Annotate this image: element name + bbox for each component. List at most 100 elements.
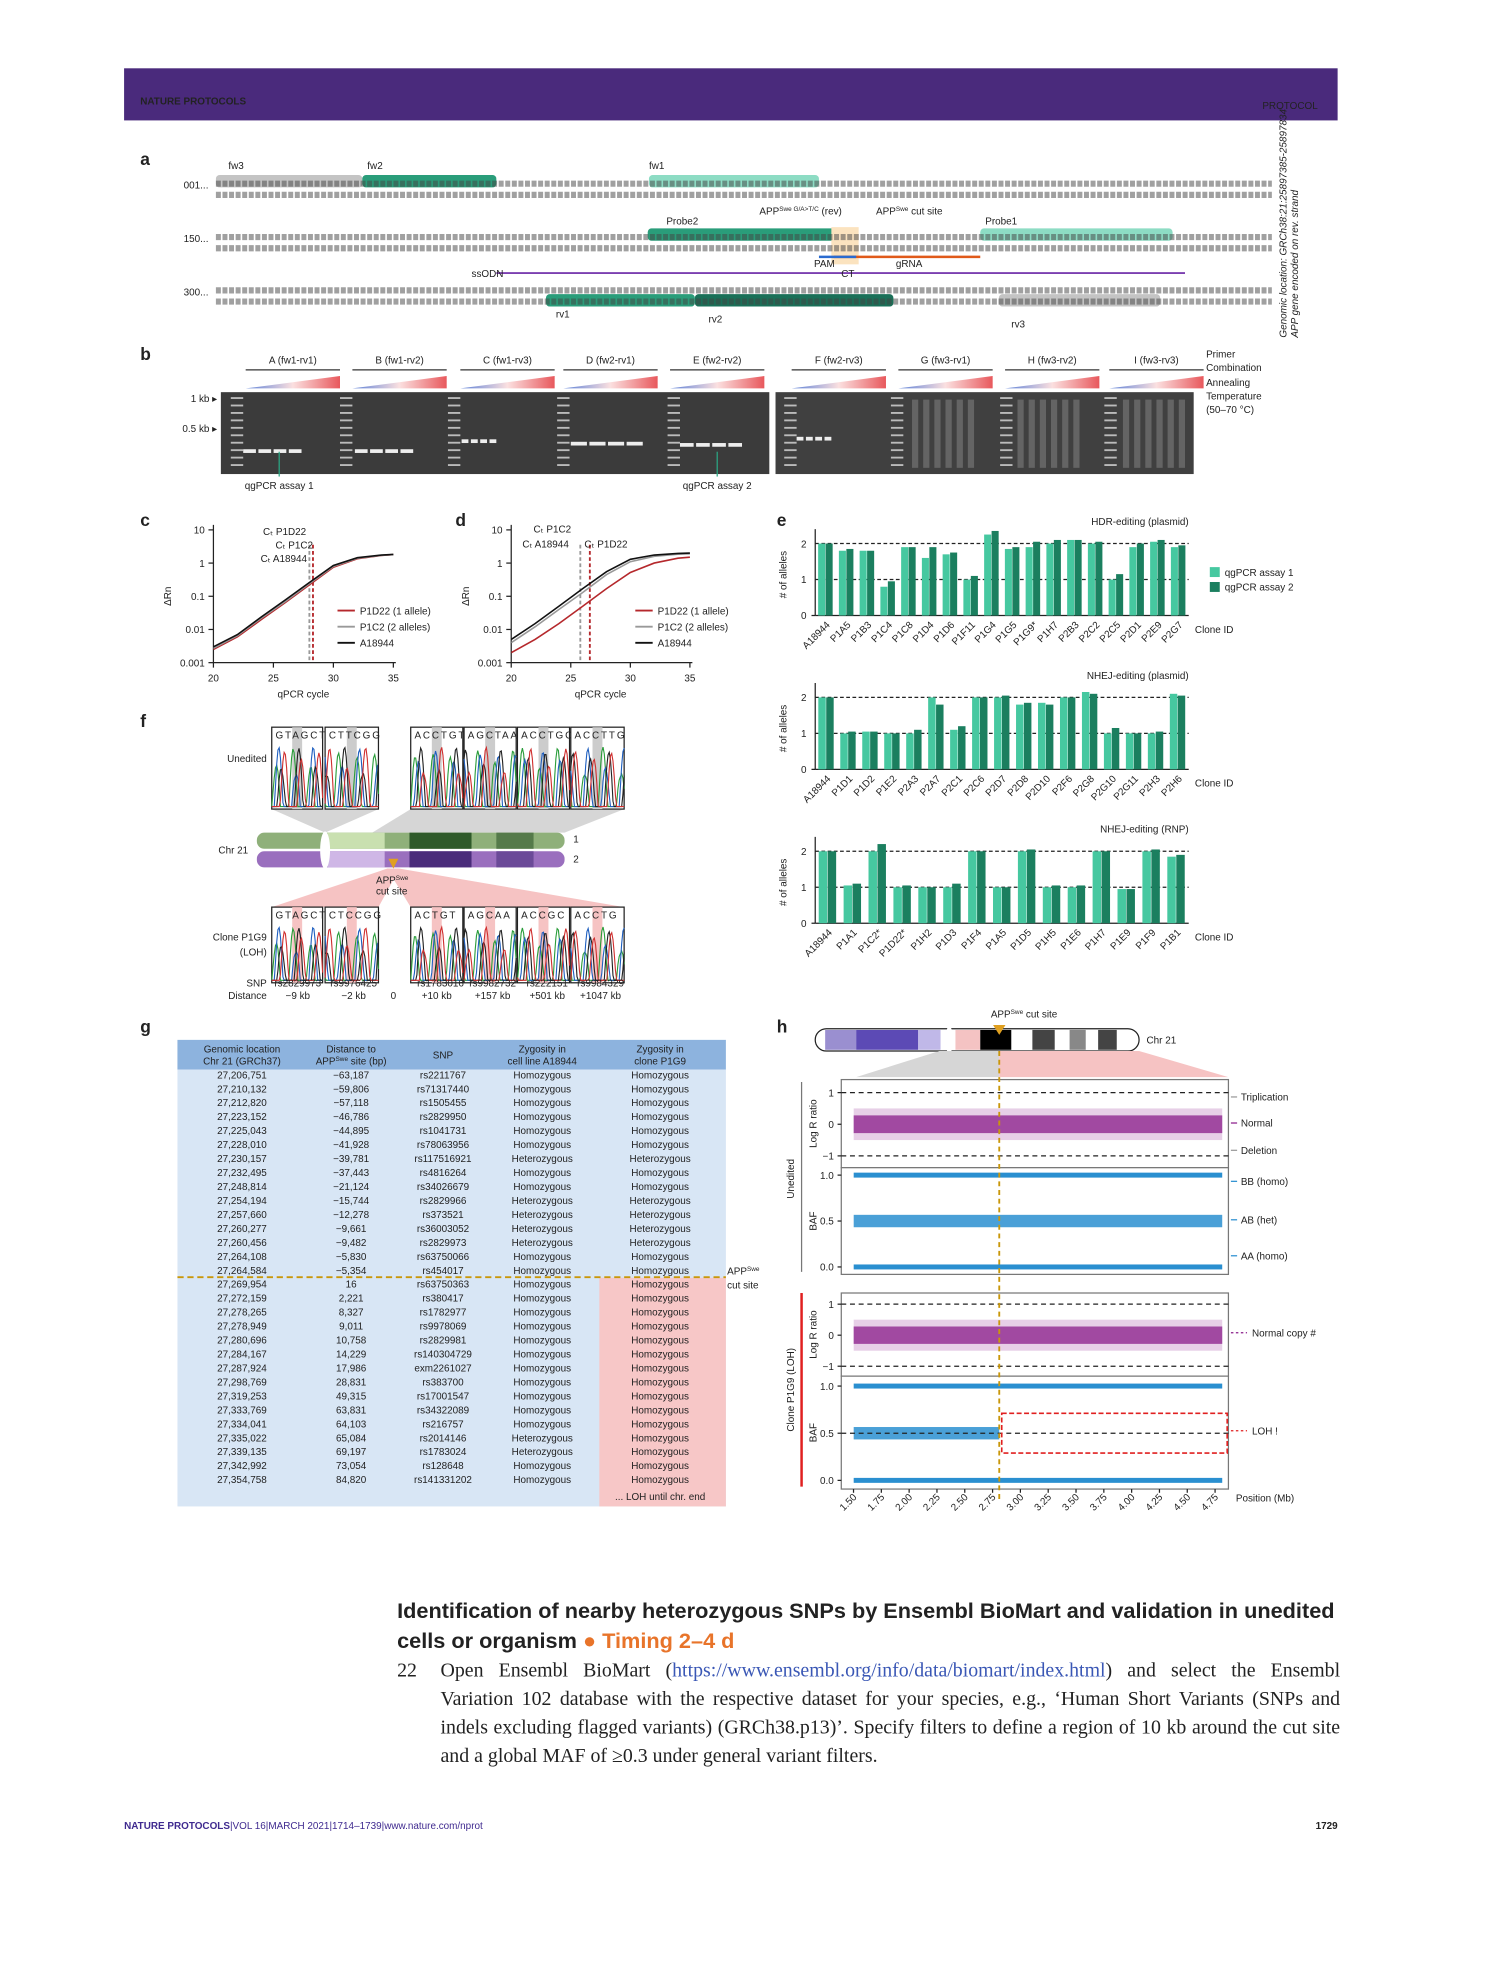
y-tick-label: 1 bbox=[828, 1300, 834, 1311]
table-cell: rs383700 bbox=[422, 1377, 464, 1388]
base-calls: GTAGCT bbox=[275, 910, 327, 921]
rev-primer-label-sup: Swe G/A>T/C bbox=[779, 206, 819, 213]
bar bbox=[880, 586, 888, 616]
y-tick-label: 1 bbox=[801, 575, 807, 586]
timing-icon: ● bbox=[582, 1628, 597, 1653]
table-cell: 27,230,157 bbox=[217, 1154, 267, 1165]
bar bbox=[942, 554, 950, 616]
lane-label: I (fw3-rv3) bbox=[1134, 356, 1179, 367]
lane-label: D (fw2-rv1) bbox=[586, 356, 635, 367]
legend-label: BB (homo) bbox=[1241, 1177, 1288, 1188]
table-cell: Homozygous bbox=[631, 1140, 689, 1151]
table-header-cell: APPSwe site (bp) bbox=[316, 1056, 387, 1068]
table-cell: Homozygous bbox=[513, 1266, 571, 1277]
x-tick-label: P1E6 bbox=[1059, 927, 1084, 952]
ladder-band bbox=[890, 404, 904, 407]
zoom-cone bbox=[387, 868, 625, 908]
base-calls: AGCTAA bbox=[468, 730, 519, 741]
snp-id: rs9976425 bbox=[330, 979, 377, 990]
ladder-band bbox=[1104, 419, 1117, 422]
table-cell: rs2211767 bbox=[420, 1070, 467, 1081]
x-tick-label: P1D3 bbox=[934, 927, 960, 953]
y-tick-label: 0 bbox=[801, 611, 807, 622]
x-tick-label: 4.00 bbox=[1116, 1492, 1138, 1514]
ladder-band bbox=[339, 426, 353, 429]
ladder-band bbox=[1104, 464, 1117, 466]
snp-highlight bbox=[592, 907, 603, 983]
assay-label: qgPCR assay 2 bbox=[683, 481, 752, 492]
gel-band bbox=[589, 441, 606, 446]
table-cell: Homozygous bbox=[513, 1182, 571, 1193]
ladder-band bbox=[447, 404, 461, 407]
rev-primer-label-base: APP bbox=[759, 207, 779, 218]
baf-density bbox=[853, 1383, 1223, 1389]
x-tick-label: P2G11 bbox=[1112, 773, 1141, 802]
ladder-band bbox=[667, 419, 680, 422]
chromatogram-trace bbox=[463, 925, 517, 981]
base-calls: AGCAA bbox=[468, 910, 512, 921]
y-tick-label: 1.0 bbox=[820, 1171, 834, 1182]
ladder-band bbox=[447, 441, 461, 444]
clone-label: Clone P1G9 bbox=[213, 933, 267, 944]
bar bbox=[1001, 887, 1011, 924]
chart-title: HDR-editing (plasmid) bbox=[1091, 517, 1188, 528]
ladder-band bbox=[230, 441, 244, 444]
cut-site-label-sup: Swe bbox=[396, 875, 409, 882]
bar bbox=[921, 557, 929, 616]
bar bbox=[1017, 851, 1027, 924]
base-calls: GTAGCT bbox=[275, 730, 327, 741]
ladder-band bbox=[339, 449, 353, 452]
legend-label: LOH ! bbox=[1252, 1426, 1278, 1437]
y-axis-label: Log R ratio bbox=[808, 1310, 819, 1359]
bar bbox=[906, 733, 914, 770]
x-tick-label: P1D5 bbox=[1009, 927, 1035, 953]
primer-label: Probe1 bbox=[985, 217, 1017, 228]
assay-label: qgPCR assay 1 bbox=[245, 481, 314, 492]
ladder-band bbox=[667, 426, 680, 429]
table-cell: Homozygous bbox=[513, 1405, 571, 1416]
bar bbox=[826, 697, 834, 770]
table-cell: 73,054 bbox=[336, 1461, 367, 1472]
table-header-cell: Chr 21 (GRCh37) bbox=[203, 1057, 281, 1068]
x-tick-label: P2F6 bbox=[1050, 773, 1075, 798]
table-header-cell: cell line A18944 bbox=[508, 1057, 578, 1068]
y-axis-label: # of alleles bbox=[779, 859, 790, 906]
bar bbox=[1142, 851, 1151, 924]
ladder-band bbox=[784, 404, 797, 407]
snp-highlight bbox=[431, 907, 442, 983]
ladder-band bbox=[230, 412, 244, 414]
chromatogram-trace bbox=[410, 925, 464, 981]
ct-label: CT bbox=[841, 269, 854, 280]
cut-site-label: APPSwe bbox=[376, 875, 409, 887]
chromatogram-trace bbox=[324, 927, 379, 981]
legend-text: Temperature bbox=[1206, 392, 1262, 403]
x-tick-label: P1E9 bbox=[1109, 927, 1134, 952]
x-tick-label: P2C5 bbox=[1098, 619, 1124, 645]
x-axis-label: Clone ID bbox=[1195, 779, 1234, 790]
y-tick-label: 2 bbox=[801, 847, 807, 858]
primer-label: gRNA bbox=[896, 259, 923, 270]
chromosome-band bbox=[327, 832, 385, 849]
bar bbox=[970, 575, 978, 616]
gel-smear bbox=[1028, 399, 1035, 468]
baf-density bbox=[853, 1477, 1223, 1483]
ladder-band bbox=[1000, 412, 1013, 414]
table-cell: rs2829981 bbox=[420, 1336, 467, 1347]
table-cell: Homozygous bbox=[513, 1461, 571, 1472]
zoom-cone bbox=[271, 809, 379, 833]
table-cell: Heterozygous bbox=[512, 1210, 573, 1221]
cut-site-label-sup: Swe bbox=[896, 206, 909, 213]
bar bbox=[877, 844, 886, 924]
x-tick-label: P2A7 bbox=[918, 773, 943, 798]
table-cell: rs1505455 bbox=[420, 1098, 467, 1109]
x-tick-label: P1C4 bbox=[870, 619, 896, 645]
cut-site-label-base: APP bbox=[876, 207, 896, 218]
table-cell: rs380417 bbox=[422, 1294, 464, 1305]
lane-label: A (fw1-rv1) bbox=[269, 356, 317, 367]
bar bbox=[1111, 727, 1120, 770]
gel-band bbox=[243, 449, 256, 453]
table-cell: 27,280,696 bbox=[217, 1336, 267, 1347]
link[interactable]: https://www.ensembl.org/info/data/biomar… bbox=[672, 1660, 1106, 1682]
gel-band bbox=[470, 439, 478, 444]
table-cell: Homozygous bbox=[513, 1475, 571, 1486]
